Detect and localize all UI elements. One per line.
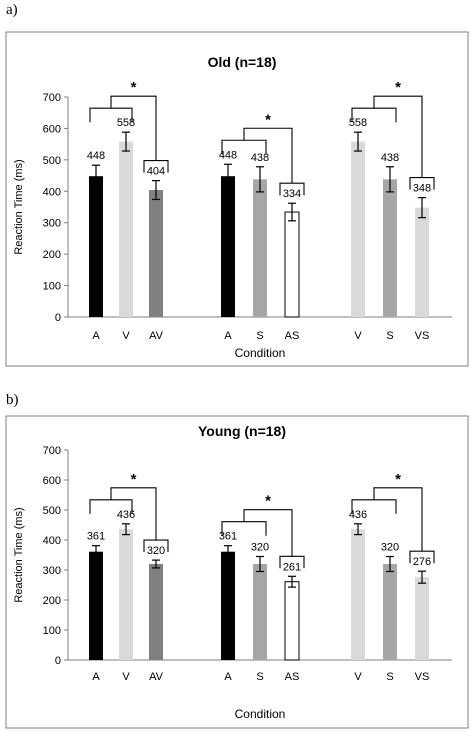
chart-title: Young (n=18) [198, 423, 286, 439]
significance-star: * [131, 79, 137, 96]
data-label: 438 [381, 152, 399, 164]
y-tick-label: 700 [43, 92, 61, 104]
x-tick-label: VS [415, 330, 430, 342]
y-tick-label: 300 [43, 218, 61, 230]
x-tick-label: AS [285, 671, 300, 683]
bar [383, 564, 397, 660]
x-axis-label: Condition [235, 346, 286, 360]
significance-link [110, 487, 157, 541]
x-tick-label: A [92, 671, 100, 683]
y-axis-label: Reaction Time (ms) [13, 507, 25, 602]
significance-star: * [395, 79, 401, 96]
data-label: 320 [381, 542, 399, 554]
bar [253, 179, 267, 317]
y-tick-label: 600 [43, 475, 61, 487]
significance-link [243, 509, 293, 557]
x-tick-label: V [354, 330, 362, 342]
bar [149, 190, 163, 317]
x-axis-label: Condition [235, 707, 286, 721]
x-tick-label: V [122, 330, 130, 342]
bar [253, 564, 267, 660]
data-label: 276 [413, 556, 431, 568]
bar [89, 551, 103, 660]
significance-star: * [131, 471, 137, 488]
significance-star: * [265, 111, 271, 128]
x-tick-label: S [256, 671, 263, 683]
x-tick-label: A [224, 671, 232, 683]
y-tick-label: 0 [55, 655, 61, 667]
y-tick-label: 700 [43, 445, 61, 457]
bar [89, 176, 103, 317]
chart-young: Young (n=18) 0 100 200 300 400 500 600 700 Reacti… [5, 415, 469, 729]
data-label: 436 [349, 509, 367, 521]
y-axis-label: Reaction Time (ms) [13, 159, 25, 254]
significance-bracket [279, 182, 305, 196]
x-tick-label: AV [149, 671, 164, 683]
significance-link [243, 127, 293, 184]
x-tick-label: S [386, 671, 393, 683]
y-tick-label: 200 [43, 249, 61, 261]
data-label: 320 [147, 545, 165, 557]
bar [383, 179, 397, 317]
y-tick-label: 500 [43, 505, 61, 517]
bar [351, 141, 365, 317]
bar [415, 207, 429, 317]
bar [415, 577, 429, 660]
data-label: 320 [251, 542, 269, 554]
x-tick-label: AV [149, 330, 164, 342]
bar [284, 581, 300, 661]
data-label: 348 [413, 183, 431, 195]
bar [351, 529, 365, 660]
y-tick-label: 400 [43, 186, 61, 198]
significance-link [110, 95, 157, 161]
chart-title: Old (n=18) [208, 54, 277, 70]
x-tick-label: A [224, 330, 232, 342]
y-tick-label: 100 [43, 281, 61, 293]
bar [119, 529, 133, 660]
x-tick-label: V [122, 671, 130, 683]
significance-star: * [265, 493, 271, 510]
chart-frame [5, 415, 469, 729]
y-tick-label: 400 [43, 535, 61, 547]
significance-link [373, 95, 423, 178]
data-label: 438 [251, 152, 269, 164]
y-tick-label: 300 [43, 565, 61, 577]
data-label: 436 [117, 509, 135, 521]
bar [149, 564, 163, 660]
x-tick-label: AS [285, 330, 300, 342]
panel-a-letter: a) [6, 2, 18, 18]
x-tick-label: S [256, 330, 263, 342]
data-label: 261 [283, 561, 301, 573]
y-tick-label: 200 [43, 595, 61, 607]
bar [221, 176, 235, 317]
bar [221, 551, 235, 660]
significance-bracket [221, 521, 267, 536]
significance-bracket [409, 550, 435, 564]
data-label: 448 [219, 149, 237, 161]
bar [119, 141, 133, 317]
x-tick-label: S [386, 330, 393, 342]
significance-star: * [395, 471, 401, 488]
data-label: 361 [87, 531, 105, 543]
data-label: 334 [283, 188, 301, 200]
significance-link [373, 487, 423, 552]
x-tick-label: A [92, 330, 100, 342]
x-tick-label: VS [415, 671, 430, 683]
data-label: 558 [117, 117, 135, 129]
chart-old: Old (n=18) 0 100 200 300 400 500 600 700 Reaction… [5, 31, 469, 367]
y-tick-label: 600 [43, 123, 61, 135]
x-tick-label: V [354, 671, 362, 683]
y-tick-label: 500 [43, 155, 61, 167]
data-label: 404 [147, 166, 165, 178]
data-label: 448 [87, 150, 105, 162]
data-label: 361 [219, 531, 237, 543]
panel-b-letter: b) [6, 392, 19, 408]
data-label: 558 [349, 117, 367, 129]
y-tick-label: 0 [55, 312, 61, 324]
bar [284, 211, 300, 318]
y-tick-label: 100 [43, 625, 61, 637]
